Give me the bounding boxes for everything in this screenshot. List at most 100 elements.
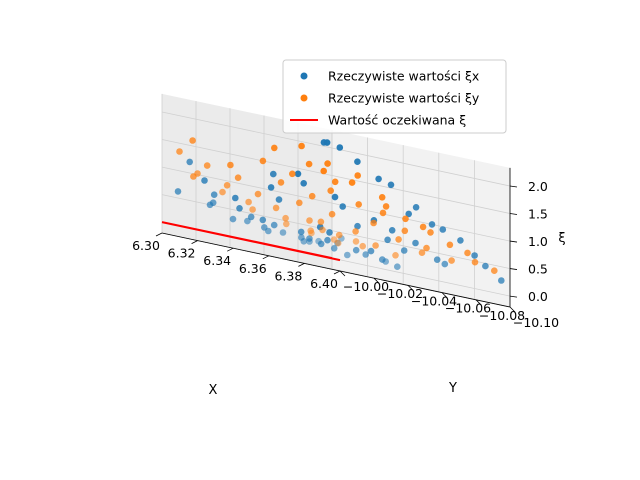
y-tick-mark (475, 299, 482, 306)
point-xi-x (297, 228, 305, 236)
point-xi-y (352, 238, 360, 245)
point-xi-y (283, 220, 290, 228)
point-xi-x (457, 237, 464, 244)
z-axis-label: ξ (558, 231, 565, 246)
point-xi-y (464, 249, 471, 257)
point-xi-x (412, 239, 419, 247)
z-tick-label: 0.5 (528, 262, 548, 277)
point-xi-x (367, 247, 375, 255)
point-xi-x (331, 193, 339, 201)
point-xi-x (428, 221, 436, 228)
point-xi-x (259, 216, 267, 224)
y-tick-label: −10.02 (377, 286, 423, 301)
point-xi-x (265, 227, 272, 235)
point-xi-y (392, 252, 399, 259)
point-xi-x (362, 251, 370, 258)
point-xi-y (190, 173, 197, 180)
point-xi-y (271, 144, 278, 152)
point-xi-x (412, 204, 420, 211)
point-xi-y (370, 219, 377, 227)
y-tick-label: −10.04 (411, 293, 457, 308)
point-xi-y (327, 187, 335, 194)
y-tick-mark (441, 292, 448, 298)
point-xi-x (384, 236, 391, 244)
x-axis-label: X (209, 383, 218, 398)
point-xi-x (244, 217, 251, 225)
legend-label-xi-x: Rzeczywiste wartości ξx (328, 69, 479, 84)
point-xi-y (471, 258, 479, 266)
point-xi-x (344, 251, 351, 259)
point-xi-y (223, 182, 231, 189)
legend-frame (282, 59, 507, 134)
scatter-points (174, 137, 505, 284)
legend: Rzeczywiste wartości ξx Rzeczywiste wart… (282, 59, 507, 134)
point-xi-x (352, 246, 360, 254)
x-tick-mark (262, 255, 269, 260)
legend-label-xi-y: Rzeczywiste wartości ξy (328, 91, 480, 106)
x-tick-label: 6.40 (310, 276, 338, 291)
x-tick-label: 6.36 (239, 261, 267, 276)
point-xi-y (296, 199, 303, 207)
pane-back-left (332, 129, 510, 307)
point-xi-y (352, 228, 359, 235)
y-tick-mark (509, 306, 516, 313)
point-xi-x (267, 184, 275, 191)
point-xi-x (236, 205, 243, 212)
point-xi-x (186, 158, 193, 166)
point-xi-x (300, 238, 308, 245)
point-xi-y (355, 201, 363, 208)
z-tick-mark (509, 185, 518, 188)
y-tick-label: −10.08 (479, 308, 525, 323)
point-xi-x (201, 177, 208, 184)
point-xi-y (259, 157, 267, 165)
legend-label-expected: Wartość oczekiwana ξ (328, 113, 466, 128)
point-xi-y (298, 142, 305, 150)
x-tick-mark (298, 263, 305, 267)
grid-z (161, 111, 511, 187)
legend-marker-xi-x (300, 72, 308, 80)
point-xi-y (335, 231, 343, 239)
z-tick-mark (509, 240, 518, 243)
point-xi-x (306, 235, 313, 242)
point-xi-y (308, 192, 316, 200)
point-xi-y (382, 203, 390, 210)
point-xi-y (319, 226, 326, 234)
point-xi-y (419, 223, 427, 231)
point-xi-y (282, 214, 289, 222)
point-xi-x (232, 194, 239, 202)
point-xi-y (234, 174, 242, 181)
axis-edges (161, 167, 511, 308)
point-xi-x (315, 237, 322, 245)
point-xi-y (423, 244, 430, 252)
point-xi-x (334, 239, 341, 247)
point-xi-x (229, 215, 237, 223)
point-xi-x (382, 258, 390, 265)
point-xi-y (277, 179, 285, 186)
point-xi-y (378, 194, 386, 201)
point-xi-x (279, 229, 287, 236)
point-xi-x (471, 252, 478, 259)
point-xi-x (405, 210, 413, 218)
z-tick-mark (509, 213, 518, 215)
x-tick-mark (155, 232, 163, 237)
grid-z (161, 139, 511, 214)
point-xi-y (372, 242, 379, 249)
point-xi-x (324, 236, 331, 244)
z-tick-label: 1.5 (528, 207, 548, 222)
point-xi-y (491, 267, 498, 275)
legend-marker-xi-y (300, 94, 308, 102)
point-xi-y (176, 148, 183, 155)
point-xi-y (395, 236, 402, 243)
point-xi-x (336, 144, 344, 151)
point-xi-x (354, 222, 361, 230)
y-tick-label: −10.06 (445, 301, 491, 316)
point-xi-x (441, 260, 449, 268)
point-xi-y (324, 160, 331, 167)
point-xi-x (387, 181, 395, 189)
x-axis-line (161, 232, 341, 272)
point-xi-x (206, 201, 214, 209)
x-tick-label: 6.30 (132, 238, 160, 253)
point-xi-y (334, 239, 342, 247)
point-xi-x (400, 247, 408, 254)
